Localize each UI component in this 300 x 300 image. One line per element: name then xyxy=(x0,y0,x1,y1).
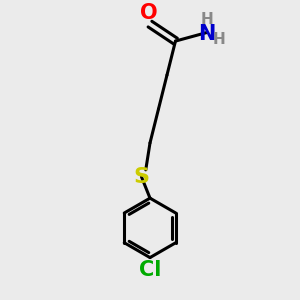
Text: H: H xyxy=(213,32,226,47)
Text: O: O xyxy=(140,3,158,23)
Text: Cl: Cl xyxy=(139,260,161,280)
Text: S: S xyxy=(134,167,149,187)
Text: H: H xyxy=(200,12,213,27)
Text: N: N xyxy=(198,24,215,44)
